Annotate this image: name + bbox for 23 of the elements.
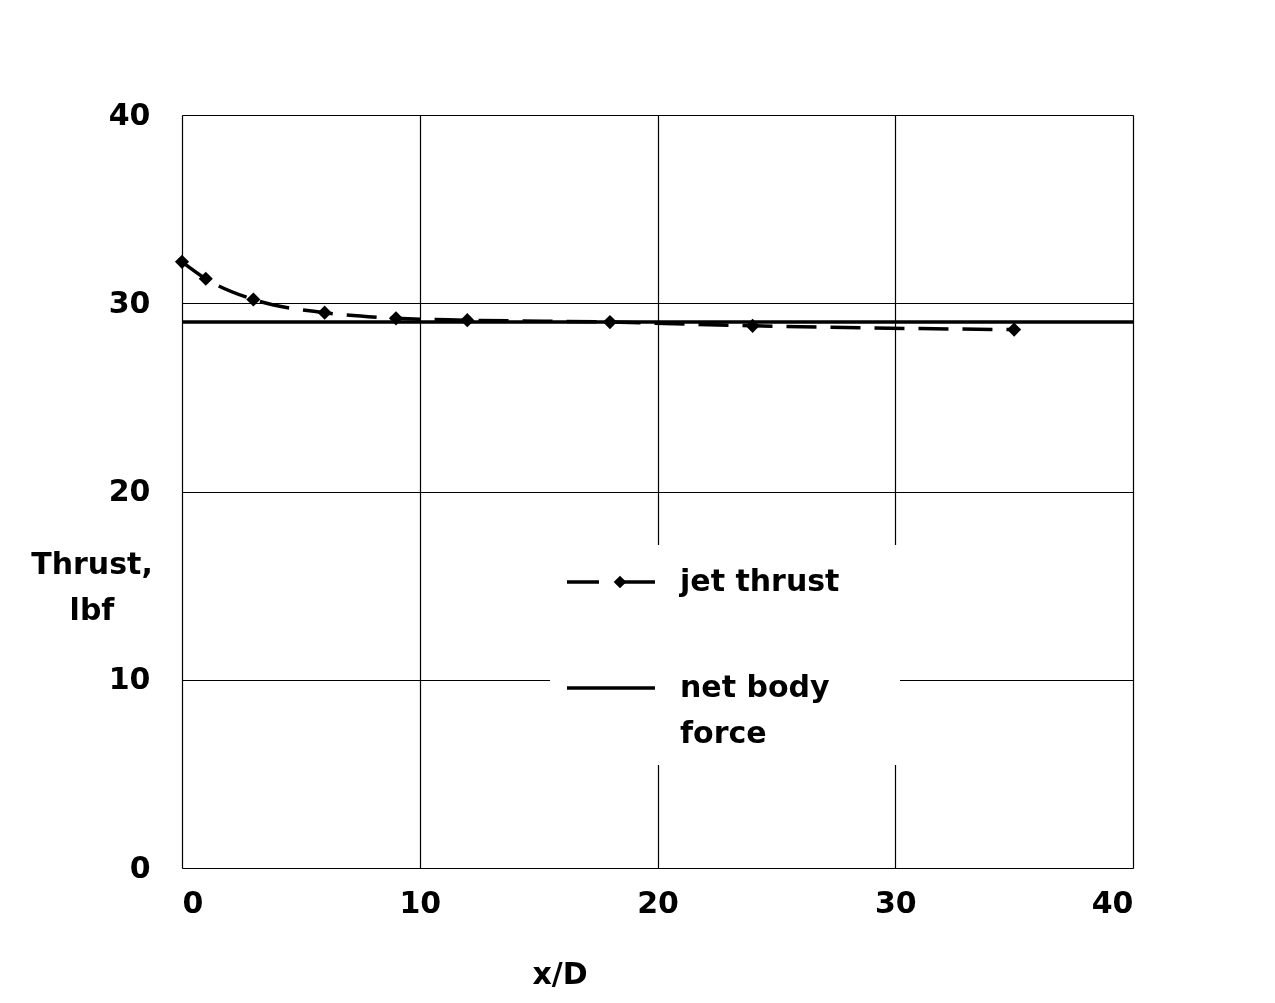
point [198, 271, 213, 286]
point [602, 315, 618, 330]
x-axis-title: x/D [532, 956, 588, 991]
point [174, 254, 190, 269]
x-tick-label: 30 [874, 884, 917, 920]
y-axis-title: Thrust, lbf [31, 546, 153, 627]
y-tick-label: 20 [108, 473, 151, 508]
x-tick-label: 40 [1091, 884, 1134, 920]
legend-label: net body force [680, 669, 831, 750]
point [1007, 322, 1022, 337]
point [460, 313, 475, 328]
point [246, 292, 261, 307]
legend-label: jet thrust [679, 563, 840, 598]
point [317, 305, 332, 320]
x-tick-label: 10 [399, 884, 442, 920]
y-tick-label: 0 [129, 849, 151, 885]
y-tick-label: 10 [108, 661, 151, 697]
y-tick-label: 30 [108, 284, 151, 320]
point [388, 311, 404, 326]
x-tick-label: 0 [182, 884, 204, 920]
y-tick-label: 40 [108, 96, 151, 132]
x-tick-label: 20 [637, 884, 679, 920]
point [745, 318, 760, 333]
